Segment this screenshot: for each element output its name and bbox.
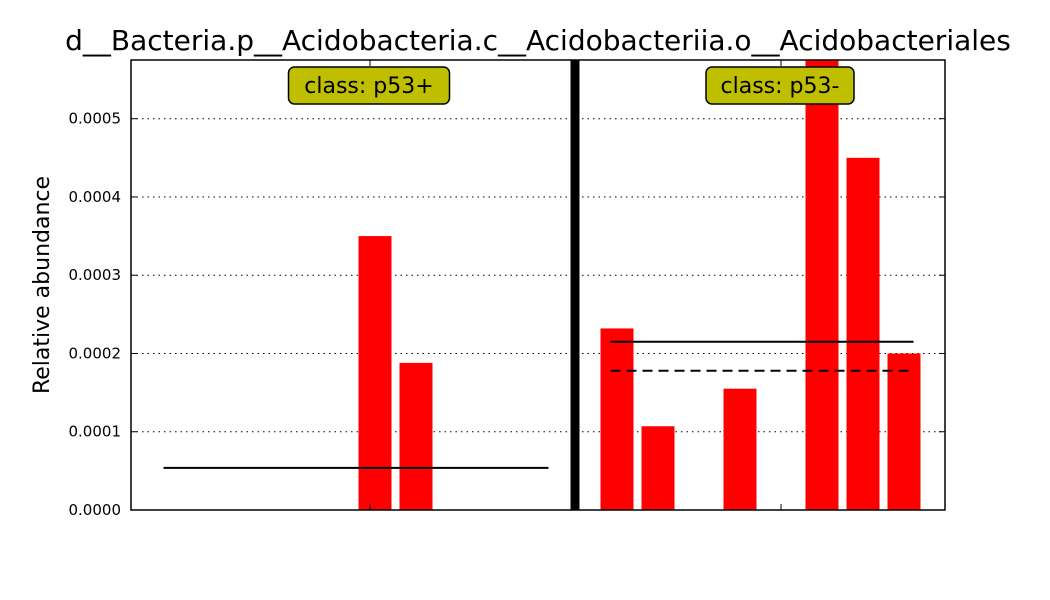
y-tick-label: 0.0004 <box>69 188 122 206</box>
class-label-box <box>705 66 855 105</box>
bar <box>358 236 392 510</box>
class-label: class: p53+ <box>304 74 433 99</box>
class-label: class: p53- <box>721 74 840 99</box>
bar <box>399 362 433 510</box>
y-axis-label: Relative abundance <box>30 176 55 394</box>
bar <box>723 388 757 510</box>
x-ticks <box>369 60 782 510</box>
y-tick-label: 0.0000 <box>69 501 122 519</box>
y-tick-label: 0.0003 <box>69 266 122 284</box>
plot-frame <box>130 59 946 511</box>
bars <box>358 60 921 510</box>
y-ticks: 0.0000 0.0001 0.0002 0.0003 0.0004 0.0005 <box>69 110 945 519</box>
y-tick-label: 0.0001 <box>69 423 122 441</box>
class-labels: class: p53+ class: p53- <box>287 66 855 105</box>
y-tick-label: 0.0005 <box>69 110 122 128</box>
bar <box>600 328 634 510</box>
bar <box>805 60 839 510</box>
bar <box>641 426 675 510</box>
group-stat-lines <box>163 340 914 469</box>
bar <box>887 353 921 510</box>
chart-title: d__Bacteria.p__Acidobacteria.c__Acidobac… <box>65 24 1011 57</box>
bar <box>846 157 880 510</box>
y-tick-label: 0.0002 <box>69 344 122 362</box>
class-label-box <box>287 66 451 105</box>
gridlines <box>131 118 945 433</box>
